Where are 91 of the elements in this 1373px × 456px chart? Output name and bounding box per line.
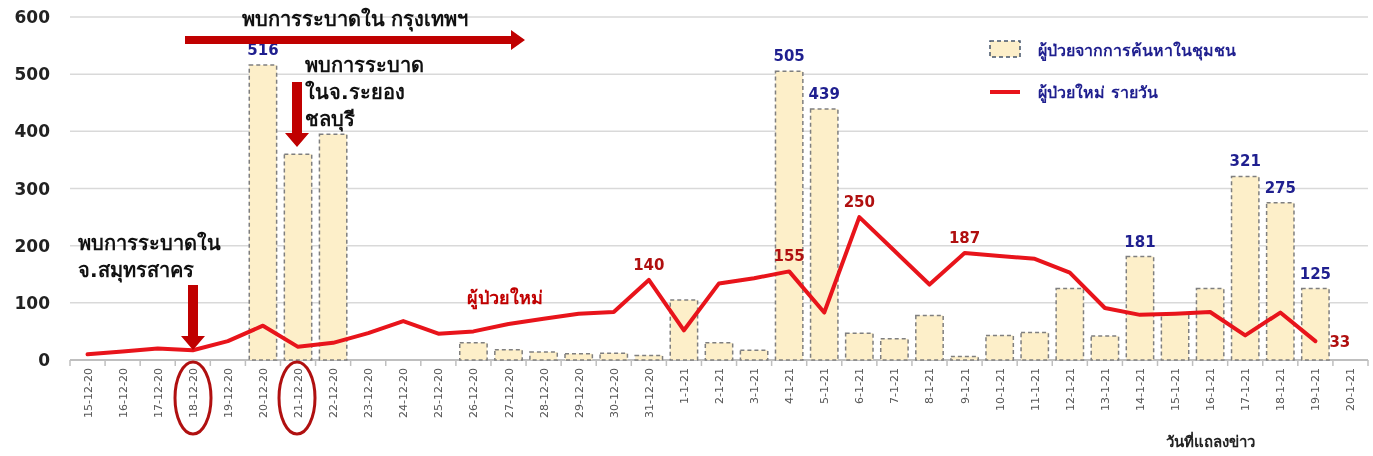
y-tick-label: 400 (14, 121, 51, 142)
x-tick-label: 4-1-21 (783, 368, 797, 404)
bar (704, 342, 734, 361)
bar (774, 70, 804, 361)
x-tick-label: 22-12-20 (327, 368, 341, 418)
x-tick-label: 2-1-21 (713, 368, 726, 404)
bar (1160, 313, 1190, 361)
y-tick-label: 100 (14, 292, 51, 313)
x-axis-title: วันที่แถลงข่าว (1165, 431, 1255, 451)
bar (1230, 175, 1260, 361)
bar (529, 351, 559, 361)
x-tick-label: 28-12-20 (537, 368, 551, 418)
bar (248, 64, 278, 361)
y-tick-label: 200 (14, 235, 51, 256)
x-tick-label: 13-1-21 (1098, 368, 1112, 411)
x-tick-label: 16-1-21 (1204, 368, 1218, 411)
x-tick-label: 10-1-21 (993, 368, 1007, 411)
legend-item: ผู้ป่วยจากการค้นหาในชุมชน (989, 40, 1236, 60)
annotation: พบการระบาดใน กรุงเทพฯ (241, 7, 469, 31)
bar (1125, 255, 1155, 361)
x-tick-label: 29-12-20 (572, 368, 586, 418)
bar (318, 133, 348, 361)
bar (1090, 335, 1120, 361)
x-tick-label: 19-1-21 (1309, 368, 1323, 411)
bar (1300, 287, 1330, 361)
bar (1020, 331, 1050, 361)
x-tick-label: 19-12-20 (221, 368, 235, 418)
bar (739, 349, 769, 361)
legend-item: ผู้ป่วยใหม่ รายวัน (990, 83, 1158, 102)
legend-label: ผู้ป่วยจากการค้นหาในชุมชน (1038, 41, 1236, 62)
x-tick-label: 11-1-21 (1028, 368, 1042, 411)
x-tick-label: 1-1-21 (677, 368, 691, 404)
x-tick-label: 18-1-21 (1274, 368, 1288, 411)
legend-label: ผู้ป่วยใหม่ รายวัน (1038, 83, 1158, 104)
x-tick-label: 15-12-20 (81, 368, 95, 418)
x-tick-label: 30-12-20 (607, 368, 621, 418)
bar (844, 332, 874, 361)
bar (1265, 202, 1295, 361)
bar (283, 153, 313, 361)
x-tick-label: 17-1-21 (1239, 368, 1253, 411)
x-tick-label: 25-12-20 (432, 368, 446, 418)
x-tick-label: 18-12-20 (186, 368, 200, 418)
bar (915, 314, 944, 361)
y-tick-label: 500 (14, 64, 51, 85)
bar (599, 352, 629, 361)
x-tick-label: 3-1-21 (748, 368, 762, 404)
data-label: 250 (843, 193, 875, 212)
x-tick-label: 26-12-20 (467, 368, 481, 418)
x-tick-label: 12-1-21 (1063, 368, 1077, 411)
x-tick-label: 31-12-20 (642, 368, 656, 418)
data-label: 155 (773, 247, 805, 266)
y-tick-label: 300 (14, 178, 51, 199)
annotation: พบการระบาดใน จ.สมุทรสาคร (78, 231, 221, 282)
x-tick-label: 15-1-21 (1169, 368, 1183, 411)
data-label: 505 (773, 47, 805, 66)
data-label: 187 (948, 229, 981, 248)
x-tick-label: 23-12-20 (362, 368, 376, 418)
x-tick-label: 24-12-20 (397, 368, 411, 418)
x-tick-label: 17-12-20 (151, 368, 165, 418)
data-label: 125 (1299, 264, 1332, 283)
data-label: 181 (1124, 232, 1156, 251)
x-tick-label: 14-1-21 (1133, 368, 1147, 411)
x-tick-label: 20-1-21 (1344, 368, 1358, 411)
data-label: 321 (1229, 152, 1261, 171)
bar (985, 334, 1015, 361)
bar (564, 352, 594, 361)
x-tick-label: 20-12-20 (256, 368, 270, 418)
bar (459, 342, 488, 361)
data-label: 439 (808, 85, 840, 104)
x-tick-label: 6-1-21 (853, 368, 867, 404)
x-tick-label: 8-1-21 (923, 368, 937, 404)
bar (1195, 287, 1225, 361)
y-tick-label: 600 (14, 7, 51, 27)
data-label: 140 (633, 255, 665, 274)
y-tick-label: 0 (38, 350, 51, 370)
annotation: พบการระบาด ในจ.ระยอง ชลบุรี (305, 53, 424, 131)
x-tick-label: 21-12-20 (292, 368, 306, 418)
bar (634, 354, 664, 361)
data-label: 33 (1329, 333, 1351, 352)
bar (809, 108, 839, 361)
x-tick-label: 9-1-21 (958, 368, 972, 404)
data-label: 275 (1264, 178, 1296, 197)
x-tick-label: 7-1-21 (888, 368, 902, 404)
bar (950, 355, 979, 361)
x-tick-label: 5-1-21 (818, 368, 832, 404)
annotation: ผู้ป่วยใหม่ (467, 287, 543, 308)
bar (879, 338, 909, 361)
x-tick-label: 27-12-20 (502, 368, 516, 418)
x-tick-label: 16-12-20 (116, 368, 130, 418)
bar (1055, 287, 1085, 361)
bar (494, 348, 523, 361)
